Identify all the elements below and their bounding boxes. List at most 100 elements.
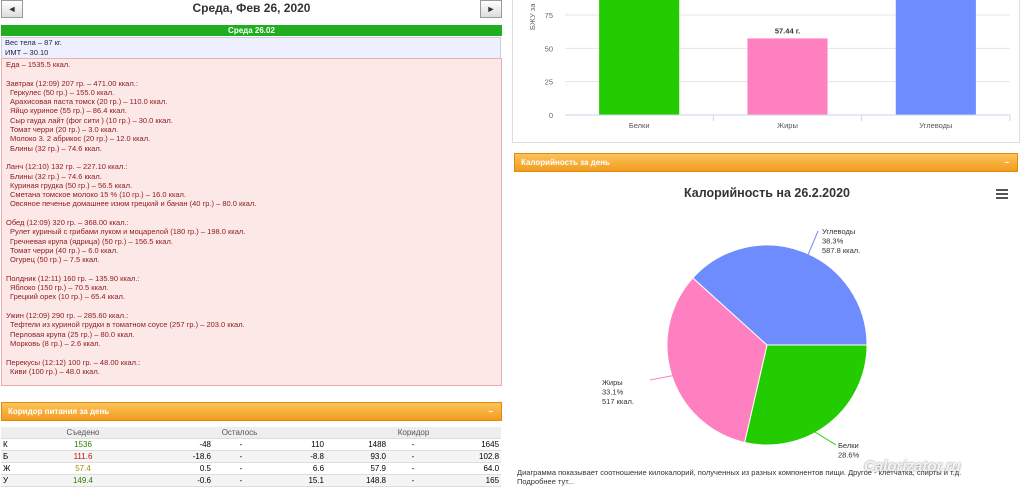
meal-item: Огурец (50 гр.) – 7.5 ккал.	[10, 255, 100, 265]
y-axis-label: БЖУ за	[528, 3, 537, 30]
bmi: ИМТ – 30.10	[5, 47, 49, 57]
cell: Б	[1, 450, 13, 463]
cell: 93.0	[326, 450, 389, 463]
table-row: Ж 57.4 0.5-6.6 57.9-64.0	[1, 462, 502, 475]
y-tick-label: 0	[549, 111, 553, 120]
table-row: У 149.4 -0.6-15.1 148.8-165	[1, 474, 502, 487]
value-label: 57.44 г.	[775, 26, 800, 35]
bar	[895, 0, 976, 115]
cell: 149.4	[13, 474, 153, 487]
cell: 148.8	[326, 474, 389, 487]
meal-item: Тефтели из куриной грудки в томатном соу…	[10, 320, 245, 330]
meal-item: Гречневая крупа (ядрица) (50 гр.) – 156.…	[10, 236, 173, 246]
column-header: Съедено	[13, 427, 153, 439]
table-row: К 1536 -48-110 1488-1645	[1, 438, 502, 451]
cell: -	[388, 462, 439, 475]
cell: -	[388, 438, 439, 451]
cell: -	[213, 450, 269, 463]
cell: К	[1, 438, 13, 451]
meal-item: Морковь (8 гр.) – 2.6 ккал.	[10, 338, 101, 348]
x-tick-label: Жиры	[777, 121, 798, 130]
cell: 57.9	[326, 462, 389, 475]
slice-label: Углеводы	[822, 227, 855, 236]
cell: 0.5	[153, 462, 213, 475]
slice-label: 28.6%	[838, 451, 860, 460]
food-box: Еда – 1535.5 ккал. Завтрак (12:09) 207 гр…	[1, 58, 502, 386]
meal-item: Овсяное печенье домашнее изюм грецкий и …	[10, 199, 257, 209]
meal-item: Арахисовая паста томск (20 гр.) – 110.0 …	[10, 97, 168, 107]
meal-item: Сметана томское молоко 15 % (10 гр.) – 1…	[10, 190, 187, 200]
cell: 6.6	[269, 462, 327, 475]
connector	[814, 431, 837, 446]
header-row: Съедено Осталось Коридор	[1, 427, 502, 439]
meal-item: Грецкий орех (10 гр.) – 65.4 ккал.	[10, 292, 125, 302]
more-link[interactable]: Подробнее тут...	[517, 477, 575, 486]
meal-title: Обед (12:09) 320 гр. – 368.00 ккал.:	[6, 218, 129, 228]
y-tick-label: 75	[545, 11, 553, 20]
cell: -	[213, 462, 269, 475]
cell: -0.6	[153, 474, 213, 487]
cell: 102.8	[438, 450, 502, 463]
meal-item: Томат черри (20 гр.) – 3.0 ккал.	[10, 125, 119, 135]
y-tick-label: 50	[545, 44, 553, 53]
meal-title: Ланч (12:10) 132 гр. – 227.10 ккал.:	[6, 162, 128, 172]
meal-title: Перекусы (12:12) 100 гр. – 48.00 ккал.:	[6, 357, 141, 367]
meal-item: Молоко 3. 2 абрикос (20 гр.) – 12.0 ккал…	[10, 134, 151, 144]
cell	[1, 427, 13, 439]
cell: 64.0	[438, 462, 502, 475]
meal-item: Яблоко (150 гр.) – 70.5 ккал.	[10, 283, 109, 293]
bar-panel	[512, 0, 1020, 143]
note: Диаграмма показывает соотношение килокал…	[517, 468, 962, 477]
pie-slice	[692, 244, 868, 346]
meal-title: Ужин (12:09) 290 гр. – 285.60 ккал.:	[6, 311, 129, 321]
date-title: Среда, Фев 26, 2020	[192, 1, 311, 15]
meal-item: Перловая крупа (25 гр.) – 80.0 ккал.	[10, 329, 135, 339]
x-tick-label: Белки	[629, 121, 650, 130]
meal-item: Куриная грудка (50 гр.) – 56.5 ккал.	[10, 180, 133, 190]
meal-item: Рулет куриный с грибами луком и моцарело…	[10, 227, 246, 237]
meal-item: Геркулес (50 гр.) – 155.0 ккал.	[10, 87, 115, 97]
column-header: Коридор	[326, 427, 502, 439]
cell: -48	[153, 438, 213, 451]
cell: -	[213, 438, 269, 451]
slice-label: 33.1%	[602, 388, 624, 397]
cell: -8.8	[269, 450, 327, 463]
cell: У	[1, 474, 13, 487]
cell: 111.6	[13, 450, 153, 463]
connector	[649, 374, 677, 381]
pie-note: Диаграмма показывает соотношение килокал…	[517, 468, 1017, 486]
pie-title: Калорийность на 26.2.2020	[684, 186, 850, 200]
cell: -	[213, 474, 269, 487]
connector	[807, 230, 819, 256]
cell: -	[388, 474, 439, 487]
bar	[599, 0, 680, 116]
corridor-title: Коридор питания за день	[8, 407, 110, 416]
collapse[interactable]: −	[488, 407, 493, 416]
slice-label: Белки	[838, 441, 859, 450]
food-total: Еда – 1535.5 ккал.	[6, 60, 71, 69]
cell: Ж	[1, 462, 13, 475]
cell: 110	[269, 438, 327, 451]
cell: -18.6	[153, 450, 213, 463]
menu-icon[interactable]	[996, 189, 1008, 199]
slice-label: 517 ккал.	[602, 397, 634, 406]
cell: -	[388, 450, 439, 463]
pie-header[interactable]: Калорийность за день −	[514, 153, 1018, 172]
cell: 57.4	[13, 462, 153, 475]
x-tick-label: Углеводы	[919, 121, 952, 130]
slice-label: 587.8 ккал.	[822, 246, 860, 255]
corridor-table: Съедено Осталось Коридор К 1536 -48-110 1488-1…	[1, 427, 502, 487]
meal-item: Блины (32 гр.) – 74.6 ккал.	[10, 171, 102, 181]
slice-label: Жиры	[602, 378, 623, 387]
column-header: Осталось	[153, 427, 327, 439]
prev-button[interactable]: ◄	[1, 0, 23, 18]
weight: Вес тела – 87 кг.	[5, 38, 62, 47]
meal-title: Завтрак (12:09) 207 гр. – 471.00 ккал.:	[6, 78, 138, 88]
meal-item: Сыр гауда лайт (фог сити ) (10 гр.) – 30…	[10, 115, 173, 125]
corridor-header[interactable]: Коридор питания за день −	[1, 402, 502, 421]
meal-item: Томат черри (40 гр.) – 6.0 ккал.	[10, 245, 119, 255]
pie-slice	[666, 277, 768, 444]
collapse[interactable]: −	[1004, 158, 1009, 167]
next-button[interactable]: ►	[480, 0, 502, 18]
